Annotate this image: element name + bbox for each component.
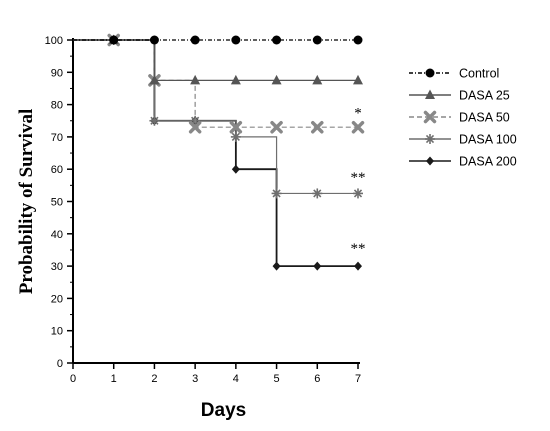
y-tick-label: 60: [51, 164, 63, 176]
legend-item-dasa-50: DASA 50: [409, 111, 510, 125]
series-dasa-100: [73, 35, 363, 199]
triangle-marker: [312, 74, 323, 85]
cross-marker: [351, 120, 365, 134]
series-control: [73, 35, 363, 45]
legend-label: DASA 50: [459, 111, 510, 125]
circle-marker: [109, 35, 119, 45]
series-line: [73, 39, 358, 267]
legend-item-dasa-200: DASA 200: [409, 155, 517, 169]
circle-marker: [312, 35, 322, 45]
asterisk-marker: [353, 188, 363, 199]
legend-label: DASA 100: [459, 133, 517, 147]
cross-marker: [423, 110, 437, 124]
diamond-marker: [426, 156, 434, 166]
x-tick-label: 6: [314, 373, 320, 385]
x-tick-label: 2: [151, 373, 157, 385]
legend-item-control: Control: [409, 67, 499, 81]
y-tick-label: 0: [57, 358, 63, 370]
series-line: [73, 39, 358, 81]
x-tick-label: 7: [355, 373, 361, 385]
circle-marker: [425, 68, 435, 78]
triangle-marker: [149, 74, 160, 85]
circle-marker: [149, 35, 159, 45]
cross-marker: [270, 120, 283, 134]
legend-label: DASA 200: [459, 155, 517, 169]
circle-marker: [353, 35, 363, 45]
triangle-marker: [190, 74, 201, 85]
diamond-marker: [313, 261, 322, 271]
series-group: [73, 33, 365, 271]
x-tick-label: 0: [70, 373, 76, 385]
series-line: [73, 39, 358, 195]
legend-item-dasa-25: DASA 25: [409, 89, 510, 103]
y-tick-label: 90: [51, 67, 63, 79]
y-tick-label: 80: [51, 100, 63, 112]
y-tick-label: 70: [51, 132, 63, 144]
significance-annotation: *: [354, 106, 362, 122]
legend: Control DASA 25 DASA 50 DASA 100 DASA 200: [409, 67, 517, 169]
x-tick-label: 4: [233, 373, 239, 385]
triangle-marker: [230, 74, 241, 85]
asterisk-marker: [425, 134, 435, 144]
cross-marker: [229, 120, 243, 134]
x-axis-label: Days: [201, 400, 246, 421]
diamond-marker: [272, 261, 281, 271]
diamond-marker: [354, 261, 362, 271]
y-axis-label: Probability of Survival: [16, 109, 37, 294]
annotations: *****: [351, 106, 366, 258]
y-tick-label: 100: [45, 35, 63, 47]
cross-marker: [188, 120, 202, 134]
y-tick-label: 10: [51, 326, 63, 338]
x-tick-label: 3: [192, 373, 198, 385]
significance-annotation: **: [351, 241, 366, 257]
asterisk-marker: [230, 131, 241, 142]
axes: 0 10 20 30 40 50 60 70 80 90 100 0 1 2 3 4 5 6 7: [45, 35, 361, 385]
y-tick-label: 20: [51, 293, 63, 305]
cross-marker: [311, 120, 324, 134]
asterisk-marker: [271, 188, 282, 199]
circle-marker: [272, 35, 282, 45]
circle-marker: [190, 35, 200, 45]
asterisk-marker: [312, 188, 323, 199]
series-line: [73, 39, 358, 128]
legend-label: DASA 25: [459, 89, 510, 103]
circle-marker: [231, 35, 241, 45]
y-tick-label: 30: [51, 261, 63, 273]
legend-label: Control: [459, 67, 499, 81]
asterisk-marker: [149, 115, 160, 126]
significance-annotation: **: [351, 170, 366, 186]
diamond-marker: [231, 164, 240, 174]
legend-item-dasa-100: DASA 100: [409, 133, 517, 147]
series-dasa-200: [73, 35, 362, 271]
x-tick-label: 5: [274, 373, 280, 385]
triangle-marker: [271, 74, 282, 85]
y-tick-label: 40: [51, 229, 63, 241]
triangle-marker: [353, 74, 363, 85]
x-tick-label: 1: [111, 373, 117, 385]
y-tick-label: 50: [51, 197, 63, 209]
triangle-marker: [425, 89, 435, 99]
